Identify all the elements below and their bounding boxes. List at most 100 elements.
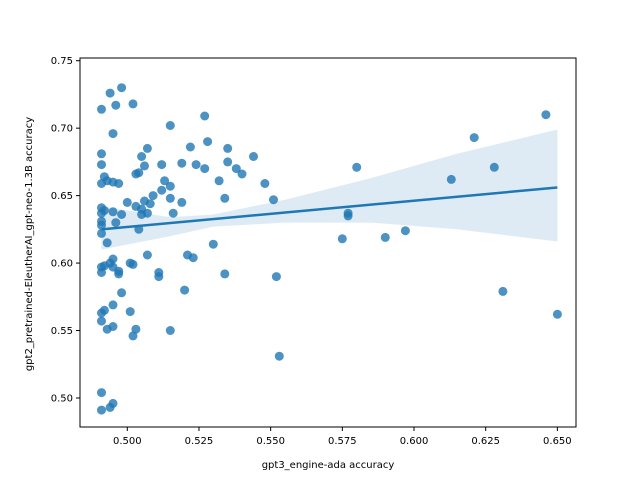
scatter-point [108, 129, 118, 139]
scatter-point [220, 193, 230, 203]
scatter-point [168, 208, 178, 218]
scatter-point [157, 185, 167, 195]
scatter-point [111, 218, 121, 228]
scatter-point [157, 160, 167, 170]
scatter-point [128, 99, 138, 109]
scatter-point [114, 179, 124, 188]
axes: 0.500 0.525 0.550 0.575 0.600 0.625 0.650 0.50 0… [51, 56, 577, 447]
scatter-point [142, 143, 152, 153]
scatter-point [165, 193, 175, 203]
x-tick-label: 0.575 [328, 436, 357, 447]
scatter-point [114, 269, 124, 279]
y-tick-label: 0.55 [51, 326, 73, 337]
scatter-point [177, 158, 187, 168]
scatter-point [148, 191, 158, 201]
scatter-point [97, 316, 106, 326]
scatter-point [469, 133, 479, 143]
x-tick-label: 0.525 [185, 436, 214, 447]
scatter-point [122, 197, 132, 207]
scatter-point [249, 152, 258, 161]
scatter-point [337, 234, 347, 244]
scatter-point [380, 232, 390, 242]
scatter-point [108, 254, 118, 264]
x-tick-label: 0.600 [400, 436, 429, 447]
scatter-point [131, 324, 141, 334]
y-tick-label: 0.65 [51, 191, 73, 202]
scatter-point [108, 300, 118, 310]
scatter-point [134, 168, 144, 178]
scatter-point [97, 388, 106, 398]
x-tick-label: 0.550 [256, 436, 285, 447]
scatter-point [105, 88, 115, 98]
scatter-point [165, 121, 175, 130]
scatter-point [191, 160, 201, 170]
plot-area [97, 83, 562, 415]
scatter-point [185, 142, 195, 152]
regression-line [101, 186, 558, 231]
scatter-point [237, 169, 247, 179]
scatter-point [108, 322, 118, 331]
y-tick-label: 0.75 [51, 56, 73, 67]
scatter-point [117, 288, 127, 298]
scatter-point [188, 253, 198, 263]
scatter-point [343, 211, 353, 221]
y-tick-label: 0.70 [51, 124, 73, 135]
scatter-point [125, 307, 135, 317]
scatter-point [154, 272, 164, 282]
scatter-point [160, 176, 170, 186]
scatter-point [177, 197, 187, 207]
scatter-point [165, 181, 175, 191]
scatter-point [489, 162, 499, 172]
scatter-point [223, 157, 233, 167]
y-axis-label: gpt2_pretrained-EleutherAI_gpt-neo-1.3B … [24, 117, 35, 371]
scatter-point [214, 176, 224, 186]
scatter-point [142, 208, 152, 218]
scatter-point [231, 164, 241, 174]
scatter-point [108, 398, 118, 408]
scatter-point [274, 351, 284, 361]
scatter-point [200, 164, 210, 174]
scatter-point [111, 100, 121, 110]
scatter-point [140, 161, 149, 171]
scatter-point [180, 285, 190, 295]
scatter-point [223, 143, 233, 153]
scatter-point [117, 83, 127, 93]
scatter-point [446, 174, 456, 184]
scatter-point [99, 305, 109, 315]
y-tick-label: 0.50 [51, 393, 73, 404]
scatter-point [203, 137, 213, 147]
scatter-point [97, 104, 106, 114]
scatter-point [269, 195, 278, 205]
x-tick-label: 0.625 [471, 436, 500, 447]
scatter-point [145, 199, 155, 209]
x-axis-label: gpt3_engine-ada accuracy [262, 460, 395, 471]
scatter-point [142, 250, 152, 260]
scatter-point [117, 210, 127, 219]
scatter-point [99, 206, 109, 215]
scatter-point [97, 149, 106, 159]
scatter-point [208, 239, 218, 249]
scatter-point [352, 162, 362, 172]
x-tick-label: 0.500 [113, 436, 142, 447]
scatter-point [165, 326, 175, 335]
scatter-point [137, 152, 147, 161]
x-tick-label: 0.650 [543, 436, 572, 447]
scatter-point [400, 226, 410, 236]
axes-frame [79, 57, 577, 428]
scatter-point [498, 286, 508, 296]
scatter-point [102, 238, 112, 248]
scatter-point [97, 160, 106, 170]
scatter-point [271, 272, 281, 282]
scatter-point [128, 259, 138, 269]
scatter-point [200, 111, 210, 121]
scatter-point [97, 228, 106, 238]
scatter-point [220, 269, 230, 279]
scatter-point [260, 179, 270, 188]
scatter-point [552, 309, 562, 319]
scatter-point [97, 220, 106, 230]
scatter-point [108, 207, 118, 217]
scatter-point [541, 110, 551, 120]
scatter-point [97, 405, 106, 415]
